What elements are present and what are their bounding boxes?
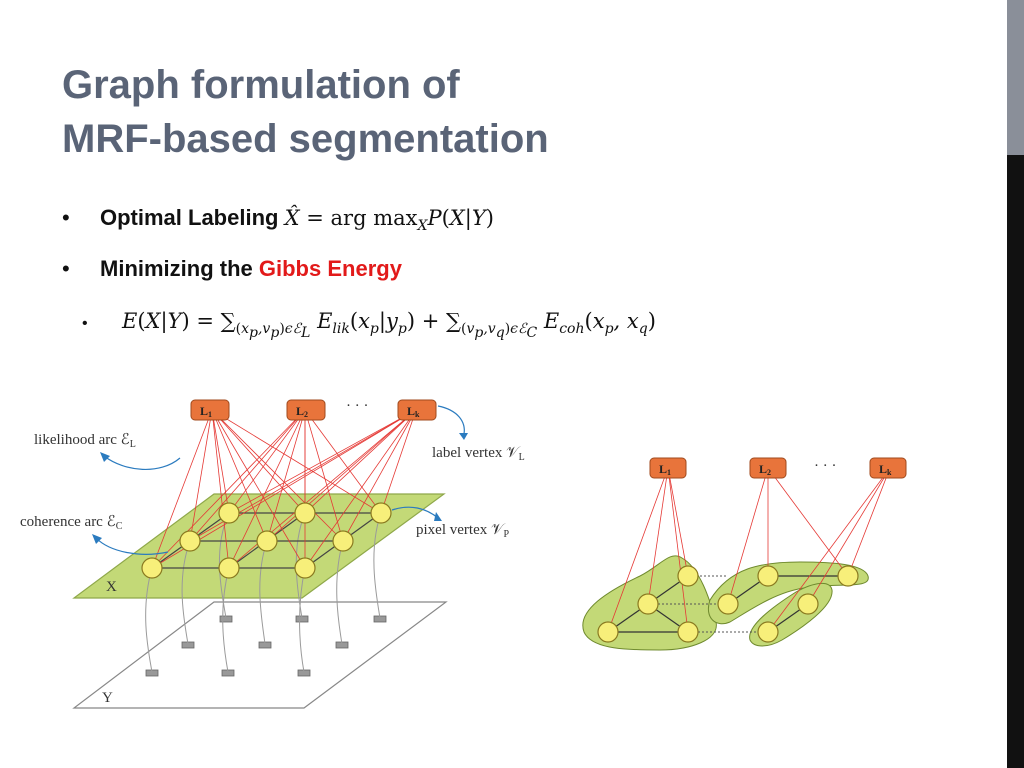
- label-vertex-l2: [749, 457, 787, 479]
- label-vertex-lk: [869, 457, 907, 479]
- likelihood-links: [607, 467, 891, 633]
- coherence-arc-annotation: coherence arc ℰC: [20, 514, 123, 532]
- region-blob-2: [708, 561, 869, 625]
- gibbs-energy-formula: E(X|Y) = ∑(xp,vp)ϵℰL Elik(xp|yp) + ∑(vp,…: [122, 309, 656, 341]
- plane-y-label: Y: [102, 690, 113, 706]
- pixel-vertices: [141, 502, 392, 579]
- slide-title: Graph formulation of MRF-based segmentat…: [62, 58, 549, 166]
- likelihood-arc-annotation: likelihood arc ℰL: [34, 432, 136, 450]
- coherence-arc-arrowhead: [92, 534, 102, 544]
- sidebar-accent-dark: [1007, 155, 1024, 768]
- pixel-vertex-arrowhead: [434, 512, 442, 521]
- bullet-label: Optimal Labeling: [100, 205, 279, 230]
- label-vertex-lk: [397, 399, 437, 421]
- pixel-vertices-grouped: [597, 565, 859, 643]
- bullet-marker: •: [62, 205, 70, 230]
- formula-optimal-labeling: X̂ = arg maxXP(X|Y): [284, 206, 494, 235]
- label-ellipsis: · · ·: [346, 398, 369, 414]
- bullet-gibbs-energy: • Minimizing the Gibbs Energy: [62, 256, 402, 282]
- likelihood-arc-arrow: [103, 455, 181, 470]
- gibbs-energy-highlight: Gibbs Energy: [258, 256, 402, 281]
- label-vertex-l1: [649, 457, 687, 479]
- bullet-marker: •: [82, 315, 88, 332]
- bullet-prefix: Minimizing the: [100, 256, 253, 281]
- likelihood-arcs: [151, 409, 417, 569]
- likelihood-arc-arrowhead: [100, 452, 110, 462]
- bullet-marker: •: [62, 256, 70, 281]
- slide-title-line-1: Graph formulation of: [62, 63, 460, 107]
- slide-title-line-2: MRF-based segmentation: [62, 117, 549, 161]
- label-vertex-arrowhead: [459, 433, 468, 440]
- label-vertex-l1: [190, 399, 230, 421]
- plane-y: [72, 601, 448, 709]
- pixel-vertex-annotation: pixel vertex 𝒱P: [416, 522, 509, 540]
- bullet-energy-formula: • E(X|Y) = ∑(xp,vp)ϵℰL Elik(xp|yp) + ∑(vp…: [82, 308, 656, 341]
- plane-x-label: X: [106, 579, 117, 595]
- label-vertex-l2: [286, 399, 326, 421]
- inter-region-links: [650, 575, 768, 633]
- mrf-layered-graph-diagram: Y X: [20, 398, 525, 709]
- pixel-vertex-arrow: [391, 506, 439, 519]
- label-vertex-arrow: [437, 405, 465, 435]
- label-vertex-annotation: label vertex 𝒱L: [432, 445, 525, 463]
- coherence-arc-arrow: [95, 537, 169, 555]
- bullet-optimal-labeling: • Optimal Labeling X̂ = arg maxXP(X|Y): [62, 205, 494, 234]
- label-vertices: L1 L2 Lk · · ·: [190, 398, 437, 421]
- label-ellipsis: · · ·: [814, 458, 837, 474]
- sidebar-accent-light: [1007, 0, 1024, 155]
- mrf-grouped-graph-diagram: L1 L2 Lk · · ·: [582, 457, 907, 651]
